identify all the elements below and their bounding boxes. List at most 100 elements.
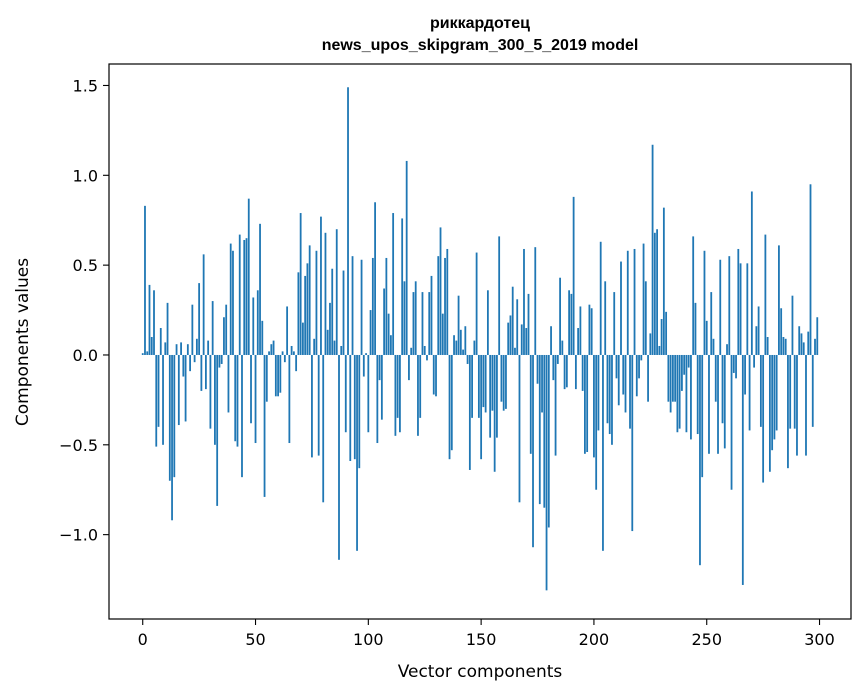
bar-245 — [694, 302, 697, 355]
bar-10 — [164, 342, 167, 355]
x-axis-ticks: 0 50 100 150 200 250 300 — [138, 619, 835, 649]
x-tick-label: 300 — [804, 630, 835, 649]
bar-22 — [191, 304, 194, 355]
bar-7 — [157, 354, 160, 427]
bar-80 — [322, 354, 325, 503]
bar-187 — [563, 354, 566, 390]
bar-137 — [450, 354, 453, 451]
bar-262 — [732, 354, 735, 373]
bar-88 — [340, 345, 343, 355]
bar-116 — [403, 281, 406, 355]
bar-54 — [263, 354, 266, 497]
bar-57 — [270, 344, 273, 355]
bar-48 — [250, 354, 252, 424]
y-tick-label: 1.5 — [73, 76, 98, 95]
bar-69 — [297, 272, 300, 355]
bar-109 — [387, 313, 390, 355]
bar-136 — [448, 354, 451, 460]
bar-278 — [768, 354, 771, 472]
bar-215 — [626, 250, 629, 355]
bar-185 — [559, 277, 561, 355]
bar-181 — [550, 326, 552, 355]
bar-214 — [624, 354, 627, 413]
bar-202 — [597, 354, 600, 431]
bar-268 — [746, 263, 749, 355]
bar-129 — [432, 354, 435, 395]
bar-298 — [814, 338, 816, 355]
bar-246 — [696, 354, 699, 435]
bar-198 — [588, 304, 591, 355]
bar-249 — [703, 250, 706, 355]
bar-272 — [755, 326, 758, 355]
bar-169 — [523, 248, 525, 355]
bar-50 — [254, 354, 257, 444]
bar-119 — [410, 347, 413, 355]
bar-99 — [365, 353, 367, 355]
bar-191 — [572, 196, 575, 355]
bar-170 — [525, 328, 528, 355]
bar-277 — [766, 337, 769, 355]
bar-267 — [744, 354, 746, 395]
bar-195 — [581, 354, 584, 391]
bar-256 — [719, 259, 722, 355]
bar-148 — [475, 252, 478, 355]
bar-102 — [371, 257, 374, 355]
bar-199 — [590, 308, 593, 355]
bar-162 — [507, 322, 510, 355]
bar-46 — [245, 238, 248, 355]
bar-81 — [324, 232, 327, 355]
bar-207 — [608, 354, 611, 435]
bar-107 — [383, 288, 386, 355]
bar-211 — [617, 354, 620, 406]
bar-212 — [620, 261, 622, 355]
bar-112 — [394, 354, 397, 436]
y-tick-label: 1.0 — [73, 166, 98, 185]
bar-145 — [468, 354, 471, 470]
bar-131 — [437, 256, 440, 355]
x-tick-label: 100 — [353, 630, 384, 649]
bar-152 — [484, 354, 487, 413]
bar-71 — [302, 322, 304, 355]
x-tick-label: 200 — [579, 630, 610, 649]
bar-264 — [737, 248, 740, 355]
bar-127 — [428, 292, 431, 355]
bar-21 — [189, 354, 191, 372]
bar-97 — [360, 259, 363, 355]
chart-title-line-2: news_upos_skipgram_300_5_2019 model — [322, 37, 639, 54]
bar-4 — [150, 337, 153, 355]
bar-190 — [570, 293, 573, 355]
bar-282 — [778, 245, 780, 355]
bar-19 — [184, 354, 187, 422]
bar-234 — [669, 354, 672, 413]
bar-121 — [414, 281, 417, 355]
bar-6 — [155, 354, 158, 447]
bar-154 — [489, 354, 492, 438]
bar-98 — [362, 354, 365, 377]
bar-226 — [651, 144, 654, 355]
bar-68 — [295, 354, 298, 372]
bar-285 — [784, 338, 787, 355]
bar-180 — [547, 354, 550, 528]
bar-12 — [168, 354, 171, 481]
bar-139 — [455, 340, 458, 355]
bar-146 — [471, 354, 473, 418]
bar-70 — [299, 213, 302, 355]
bar-120 — [412, 292, 415, 355]
bar-140 — [457, 295, 460, 355]
bar-206 — [606, 354, 609, 424]
bar-216 — [629, 354, 631, 429]
bar-92 — [349, 354, 352, 461]
bar-40 — [232, 250, 234, 355]
bar-178 — [543, 354, 546, 508]
bar-45 — [243, 239, 246, 355]
bar-297 — [811, 354, 814, 427]
bar-5 — [153, 290, 155, 355]
bar-164 — [511, 286, 514, 355]
bar-270 — [750, 191, 753, 355]
bar-27 — [202, 254, 205, 355]
bar-95 — [356, 354, 358, 551]
bar-114 — [399, 354, 401, 433]
bar-111 — [392, 213, 395, 355]
bar-296 — [809, 184, 812, 355]
